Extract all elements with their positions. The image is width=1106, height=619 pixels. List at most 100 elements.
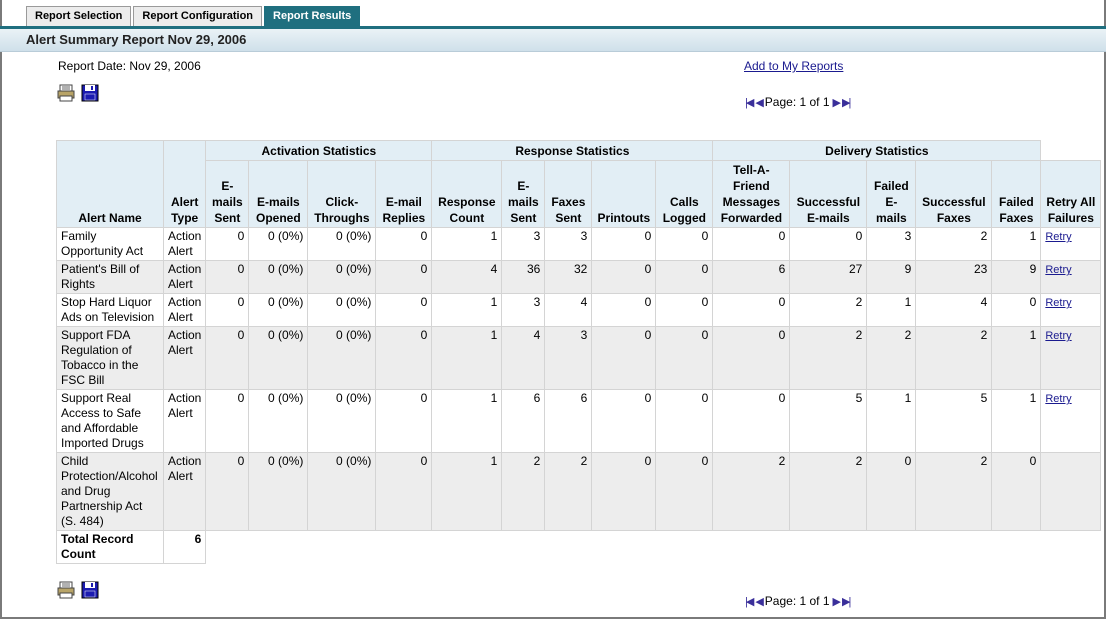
cell-alert-name: Child Protection/Alcohol and Drug Partne… [56,452,164,531]
cell-resp-emails-sent: 36 [501,260,546,294]
cell-calls-logged: 0 [655,452,714,531]
cell-alert-type: Action Alert [162,260,207,294]
cell-emails-opened: 0 (0%) [248,326,309,390]
col-emails-sent: E-mails Sent [205,160,250,228]
table-row: Family Opportunity Act Action Alert 0 0 (0%… [56,227,1102,261]
tab-report-selection[interactable]: Report Selection [26,6,132,26]
col-successful-emails: Successful E-mails [789,160,868,228]
cell-calls-logged: 0 [655,389,714,453]
cell-alert-type: Action Alert [162,293,207,327]
table-row: Stop Hard Liquor Ads on Television Action… [56,293,1102,327]
cell-click-throughs: 0 (0%) [307,389,377,453]
printer-icon[interactable] [57,84,75,102]
retry-link[interactable]: Retry [1045,330,1072,342]
cell-response-count: 1 [431,389,503,453]
group-activation: Activation Statistics [205,140,433,161]
col-printouts: Printouts [591,160,657,228]
cell-printouts: 0 [591,260,657,294]
last-page-icon[interactable]: ▶| [841,96,851,109]
col-response-count: Response Count [431,160,503,228]
add-to-my-reports-link[interactable]: Add to My Reports [744,59,844,73]
col-click-throughs: Click-Throughs [307,160,377,228]
cell-tell-a-friend: 0 [712,389,791,453]
retry-link[interactable]: Retry [1045,297,1072,309]
cell-successful-faxes: 4 [915,293,993,327]
cell-failed-faxes: 0 [991,452,1042,531]
cell-calls-logged: 0 [655,227,714,261]
col-resp-emails-sent: E-mails Sent [501,160,546,228]
cell-successful-emails: 5 [789,389,868,453]
cell-successful-faxes: 2 [915,227,993,261]
cell-successful-faxes: 23 [915,260,993,294]
cell-tell-a-friend: 0 [712,293,791,327]
cell-failed-emails: 3 [866,227,917,261]
cell-tell-a-friend: 0 [712,326,791,390]
last-page-icon[interactable]: ▶| [841,595,851,608]
retry-link[interactable]: Retry [1045,393,1072,405]
col-calls-logged: Calls Logged [655,160,714,228]
cell-tell-a-friend: 2 [712,452,791,531]
prev-page-icon[interactable]: ◀ [755,96,764,109]
prev-page-icon[interactable]: ◀ [755,595,764,608]
cell-failed-emails: 9 [866,260,917,294]
next-page-icon[interactable]: ▶ [832,595,842,608]
cell-printouts: 0 [591,389,657,453]
cell-resp-emails-sent: 2 [501,452,546,531]
tab-report-results[interactable]: Report Results [264,6,361,27]
cell-response-count: 1 [431,227,503,261]
cell-response-count: 1 [431,452,503,531]
total-value: 6 [162,530,207,564]
header-blank [1040,140,1101,161]
cell-alert-type: Action Alert [162,326,207,390]
cell-retry: Retry [1040,293,1102,327]
cell-failed-emails: 0 [866,452,917,531]
col-emails-opened: E-mails Opened [248,160,309,228]
cell-response-count: 4 [431,260,503,294]
report-table: Alert Name Alert Type Activation Statist… [56,140,1102,564]
group-response: Response Statistics [431,140,714,161]
group-delivery: Delivery Statistics [712,140,1042,161]
cell-response-count: 1 [431,326,503,390]
next-page-icon[interactable]: ▶ [832,96,842,109]
tab-report-configuration[interactable]: Report Configuration [133,6,263,26]
first-page-icon[interactable]: |◀ [745,96,754,109]
cell-emails-sent: 0 [205,452,250,531]
cell-alert-name: Support Real Access to Safe and Affordab… [56,389,164,453]
cell-printouts: 0 [591,293,657,327]
cell-emails-sent: 0 [205,260,250,294]
cell-faxes-sent: 32 [544,260,593,294]
cell-alert-name: Stop Hard Liquor Ads on Television [56,293,164,327]
printer-icon-bottom[interactable] [57,581,75,599]
cell-successful-emails: 2 [789,452,868,531]
cell-retry: Retry [1040,326,1102,390]
cell-alert-type: Action Alert [162,452,207,531]
cell-faxes-sent: 2 [544,452,593,531]
retry-link[interactable]: Retry [1045,264,1072,276]
floppy-disk-icon-bottom[interactable] [81,581,99,599]
cell-emails-opened: 0 (0%) [248,227,309,261]
cell-alert-type: Action Alert [162,389,207,453]
cell-alert-name: Family Opportunity Act [56,227,164,261]
first-page-icon[interactable]: |◀ [745,595,754,608]
cell-successful-faxes: 5 [915,389,993,453]
cell-click-throughs: 0 (0%) [307,293,377,327]
floppy-disk-icon[interactable] [81,84,99,102]
cell-emails-sent: 0 [205,293,250,327]
cell-alert-type: Action Alert [162,227,207,261]
retry-link[interactable]: Retry [1045,231,1072,243]
cell-click-throughs: 0 (0%) [307,260,377,294]
col-alert-type: Alert Type [162,140,207,228]
tab-bar: Report Selection Report Configuration Re… [26,6,361,27]
cell-alert-name: Patient's Bill of Rights [56,260,164,294]
tab-underline [0,26,1106,29]
total-label: Total Record Count [56,530,164,564]
cell-resp-emails-sent: 3 [501,227,546,261]
cell-email-replies: 0 [375,227,433,261]
total-row: Total Record Count 6 [56,530,1101,564]
col-failed-emails: Failed E-mails [866,160,917,228]
cell-failed-faxes: 1 [991,227,1042,261]
page-indicator: Page: 1 of 1 [764,594,830,608]
cell-email-replies: 0 [375,260,433,294]
cell-retry: Retry [1040,260,1102,294]
col-failed-faxes: Failed Faxes [991,160,1042,228]
